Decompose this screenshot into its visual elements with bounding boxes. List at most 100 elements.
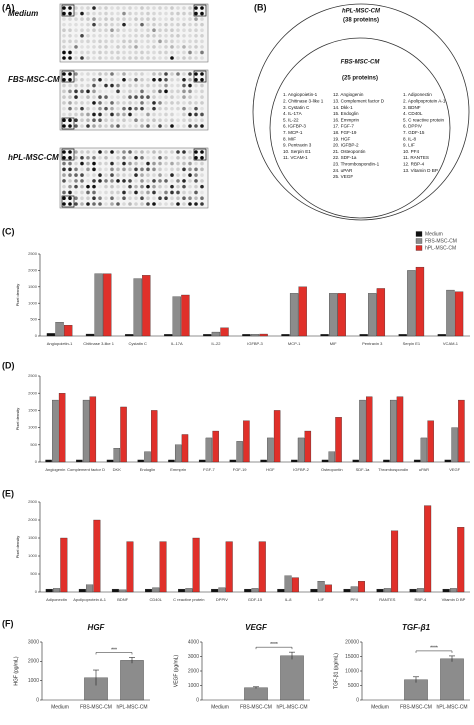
y-tick-label: 2500 [28,251,38,256]
blot-spot [68,155,72,160]
blot-spot [176,83,180,88]
blot-spot [158,39,162,44]
blot-spot [74,22,78,27]
blot-spot [146,45,150,49]
blot-spot [86,150,90,154]
blot-spot [68,161,72,166]
blot-spot [194,17,198,21]
blot-spot [164,39,168,44]
blot-spot [158,33,162,38]
blot-spot [92,106,96,111]
blot-spot [80,39,84,44]
blot-spot [92,83,96,88]
y-tick-label: 4000 [188,639,199,645]
blot-spot [158,89,162,94]
blot-spot [200,150,204,154]
blot-spot [182,11,186,16]
blot-spot [110,101,114,105]
blot-spot [188,155,192,160]
blot-spot [200,50,204,55]
panel-label: (A) [2,2,15,12]
blot-spot [62,77,66,82]
blot-spot [104,167,108,172]
x-tick-label: IGFBP-3 [247,341,263,346]
blot-spot [182,202,186,206]
blot-spot [110,118,114,123]
blot-spot [98,184,102,189]
blot-spot [164,83,168,88]
blot-spot [182,173,186,177]
blot-spot [158,202,162,206]
blot-spot [170,83,174,88]
blot-spot [194,184,198,189]
blot-spot [182,101,186,105]
blot-spot [98,17,102,21]
blot-spot [176,167,180,172]
blot-spot [62,89,66,94]
blot-spot [122,28,126,33]
blot-spot [98,50,102,55]
blot-spot [116,77,120,82]
blot-spot [116,72,120,76]
bar [359,399,366,463]
blot-spot [146,124,150,128]
y-tick-label: 0 [36,697,39,703]
blot-spot [62,11,66,16]
blot-spot [158,190,162,195]
bar [93,519,101,593]
legend-label: hPL-MSC-CM [425,245,456,251]
blot-spot [140,28,144,33]
blot-spot [134,22,138,27]
legend-swatch [415,245,423,251]
blot-label: Medium [8,9,38,18]
blot-spot [110,89,114,94]
blot-spot [188,33,192,38]
blot-spot [146,6,150,10]
blot-spot [122,72,126,76]
blot-spot [92,17,96,21]
blot-spot [188,89,192,94]
blot-spot [116,190,120,195]
blot-spot [140,17,144,21]
protein-item: 1. Adiponectin [403,92,432,97]
blot-spot [116,17,120,21]
protein-item: 1. Angiopoietin-1 [283,92,318,97]
blot-spot [140,190,144,195]
y-tick-label: 500 [30,317,37,322]
bar [211,331,221,337]
blot-spot [110,167,114,172]
blot-spot [146,11,150,16]
bar [376,588,384,593]
protein-item: 9. LIF [403,143,415,148]
blot-spot [74,72,78,76]
x-tick-label: Adiponectin [46,597,67,602]
legend-swatch [415,238,423,244]
y-tick-label: 1000 [28,678,39,684]
bar [174,444,182,463]
protein-item: 2. Apolipoprotein A-1 [403,99,446,104]
blot-spot [134,50,138,55]
blot-spot [134,39,138,44]
blot-spot [92,179,96,183]
blot-spot [110,33,114,38]
x-tick-label: Complement factor D [67,467,105,472]
blot-spot [176,50,180,55]
bar [211,588,219,593]
blot-spot [86,45,90,49]
blot-spot [140,106,144,111]
blot-spot [128,150,132,154]
blot-spot [158,17,162,21]
blot-spot [140,33,144,38]
blot-spot [62,6,66,10]
blot-spot [122,118,126,123]
blot-spot [188,167,192,172]
blot-spot [152,124,156,128]
protein-item: 21. Osteopontin [333,149,366,154]
inner-count: (25 proteins) [342,76,378,82]
blot-spot [98,124,102,128]
blot-spot [200,72,204,76]
blot-spot [182,196,186,201]
blot-spot [86,11,90,16]
blot-spot [98,196,102,201]
